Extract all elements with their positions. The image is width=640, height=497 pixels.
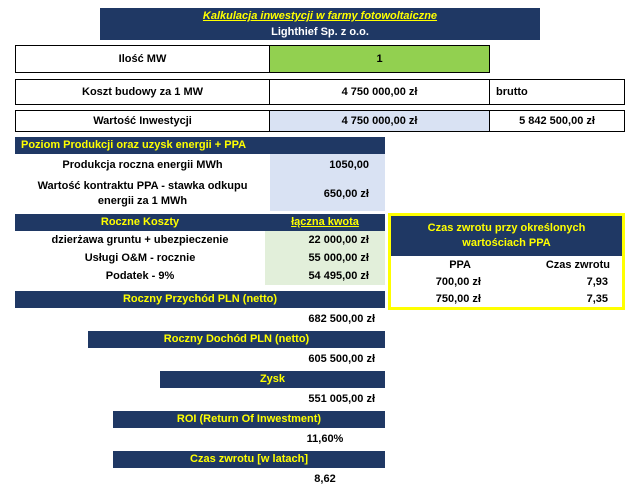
table-row-build-cost: Koszt budowy za 1 MW 4 750 000,00 zł bru… (15, 79, 640, 105)
cost-row: Podatek - 9% 54 495,00 zł (15, 267, 640, 285)
ppa-contract-label: Wartość kontraktu PPA - stawka odkupu en… (37, 179, 248, 207)
mw-value-cell[interactable]: 1 (270, 45, 490, 73)
annual-income-value-cell[interactable]: 605 500,00 zł (308, 353, 375, 365)
annual-revenue-value-cell[interactable]: 682 500,00 zł (308, 313, 375, 325)
lease-insurance-label: dzierżawa gruntu + ubezpieczenie (51, 234, 229, 246)
investment-label-cell: Wartość Inwestycji (15, 110, 270, 132)
cost-row: dzierżawa gruntu + ubezpieczenie 22 000,… (15, 231, 640, 249)
costs-header-row: Roczne Koszty łączna kwota (15, 214, 640, 231)
cost-row: Usługi O&M - rocznie 55 000,00 zł (15, 249, 640, 267)
costs-section-header: Roczne Koszty (15, 214, 265, 231)
ppa-contract-value-cell[interactable]: 650,00 zł (270, 176, 385, 211)
section-header-payback-time: Czas zwrotu [w latach] (113, 451, 385, 468)
investment-gross-value-cell[interactable]: 5 842 500,00 zł (490, 110, 625, 132)
ppa-column-header: PPA (449, 258, 471, 271)
tax-label: Podatek - 9% (105, 270, 175, 282)
section-header-production: Poziom Produkcji oraz uzysk energii + PP… (15, 137, 385, 154)
mw-label-cell: Ilość MW (15, 45, 270, 73)
payback-years-cell[interactable]: 7,35 (586, 292, 608, 305)
company-name: Lighthief Sp. z o.o. (100, 25, 540, 40)
table-row-mw: Ilość MW 1 (15, 45, 640, 73)
ppa-rate-cell[interactable]: 700,00 zł (435, 275, 481, 288)
report-title: Kalkulacja inwestycji w farmy fotowoltai… (100, 8, 540, 25)
payback-column-header: Czas zwrotu (545, 258, 610, 271)
build-cost-label-cell: Koszt budowy za 1 MW (15, 79, 270, 105)
annual-production-label: Produkcja roczna energii MWh (62, 159, 223, 171)
ppa-table-header-row: PPA Czas zwrotu (391, 256, 622, 273)
production-row: Produkcja roczna energii MWh 1050,00 (15, 154, 640, 176)
table-row-investment-value: Wartość Inwestycji 4 750 000,00 zł 5 842… (15, 110, 640, 132)
tax-value-cell[interactable]: 54 495,00 zł (265, 267, 385, 285)
payback-years-cell[interactable]: 7,93 (586, 275, 608, 288)
build-cost-extra-cell: brutto (490, 79, 625, 105)
ppa-table-row: 700,00 zł 7,93 (391, 273, 622, 290)
section-header-annual-revenue: Roczny Przychód PLN (netto) (15, 291, 385, 308)
annual-production-value-cell[interactable]: 1050,00 (270, 154, 385, 176)
ppa-payback-box-header: Czas zwrotu przy określonych wartościach… (391, 216, 622, 256)
lease-insurance-value-cell[interactable]: 22 000,00 zł (265, 231, 385, 249)
ppa-table-row: 750,00 zł 7,35 (391, 290, 622, 307)
profit-value-cell[interactable]: 551 005,00 zł (308, 393, 375, 405)
production-row: Wartość kontraktu PPA - stawka odkupu en… (15, 176, 640, 211)
om-services-label: Usługi O&M - rocznie (84, 252, 196, 264)
costs-amount-column-header: łączna kwota (265, 214, 385, 231)
section-header-roi: ROI (Return Of Inwestment) (113, 411, 385, 428)
roi-value-cell[interactable]: 11,60% (306, 433, 344, 445)
ppa-rate-cell[interactable]: 750,00 zł (435, 292, 481, 305)
build-cost-value-cell[interactable]: 4 750 000,00 zł (270, 79, 490, 105)
investment-net-value-cell[interactable]: 4 750 000,00 zł (270, 110, 490, 132)
payback-time-value-cell[interactable]: 8,62 (314, 473, 336, 485)
om-services-value-cell[interactable]: 55 000,00 zł (265, 249, 385, 267)
section-header-annual-income: Roczny Dochód PLN (netto) (88, 331, 385, 348)
section-header-profit: Zysk (160, 371, 385, 388)
report-header: Kalkulacja inwestycji w farmy fotowoltai… (100, 8, 540, 40)
ppa-payback-box: Czas zwrotu przy określonych wartościach… (388, 213, 625, 310)
